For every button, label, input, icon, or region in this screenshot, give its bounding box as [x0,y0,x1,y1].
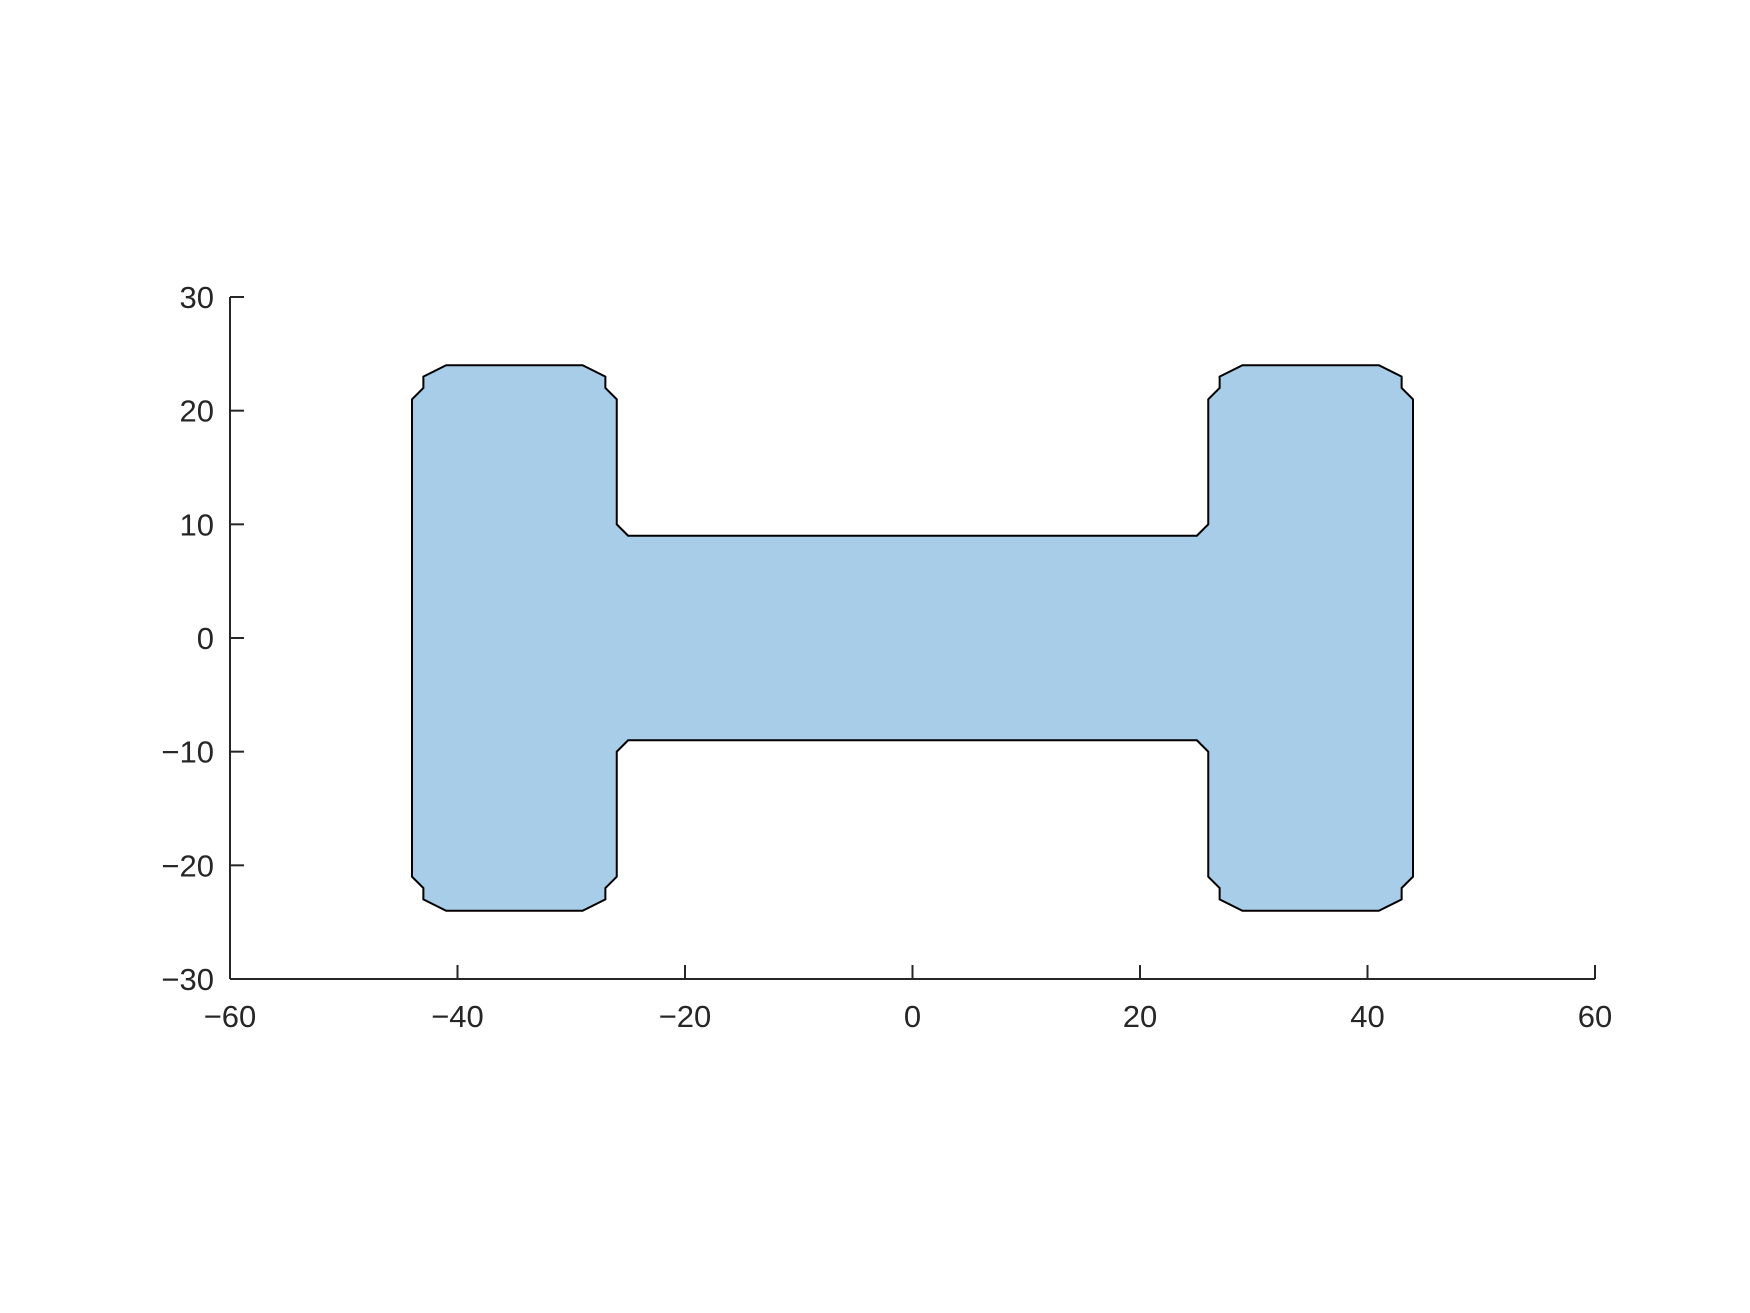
x-tick-label: 0 [904,999,921,1034]
x-tick-label: −40 [431,999,484,1034]
y-tick-label: 30 [180,280,214,315]
y-tick-label: −20 [161,848,214,883]
y-tick-label: −10 [161,735,214,770]
y-tick-label: 10 [180,507,214,542]
x-tick-label: 20 [1123,999,1157,1034]
x-tick-label: 40 [1350,999,1384,1034]
y-tick-label: 20 [180,394,214,429]
x-tick-label: −60 [204,999,257,1034]
x-tick-label: 60 [1578,999,1612,1034]
plot-area [411,364,1414,912]
filled-shape-0 [411,364,1414,912]
y-tick-label: −30 [161,962,214,997]
y-axis: −30 −20 −10 0 10 20 30 [161,280,244,997]
x-tick-label: −20 [659,999,712,1034]
x-axis: −60 −40 −20 0 20 40 60 [204,965,1612,1034]
y-tick-label: 0 [197,621,214,656]
